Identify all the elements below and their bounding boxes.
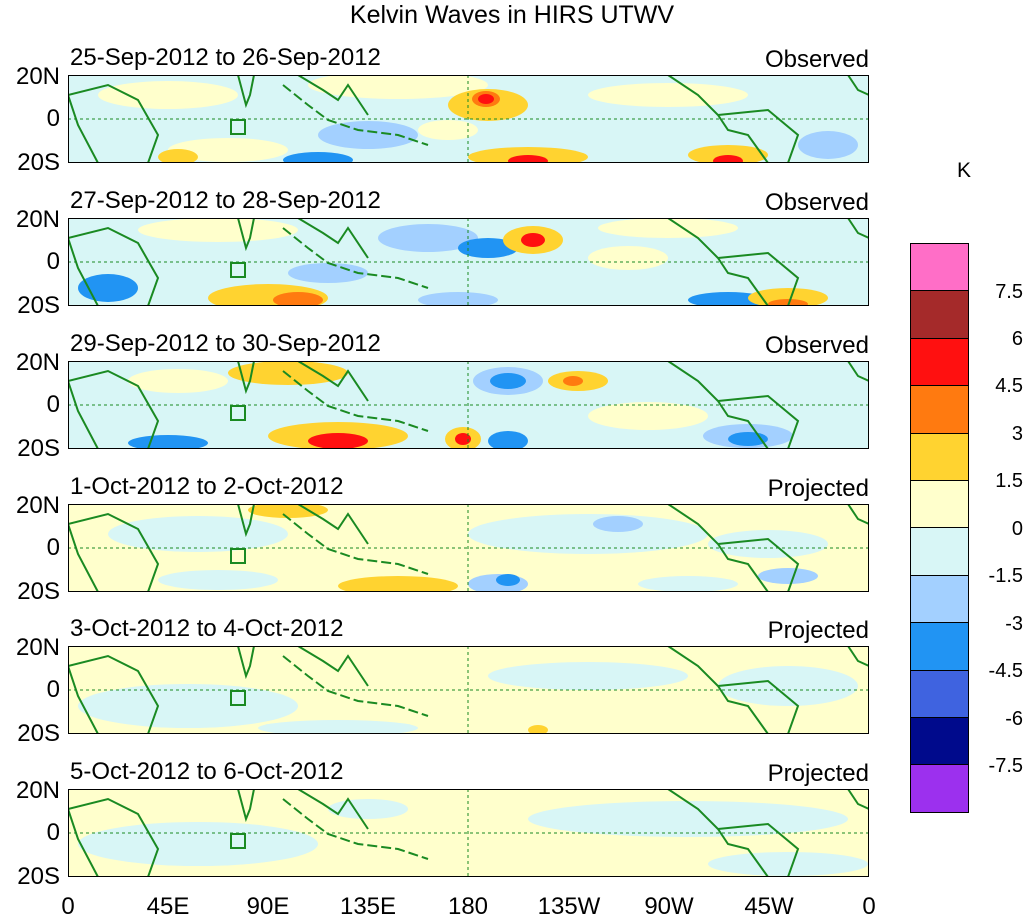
anomaly-map-2 xyxy=(68,218,869,306)
colorbar-box-4 xyxy=(910,385,969,433)
panel-6-kind: Projected xyxy=(763,760,869,788)
colorbar-box-12 xyxy=(910,764,969,813)
lat-label-20n: 20N xyxy=(15,349,60,376)
panel-3-kind: Observed xyxy=(760,332,869,360)
colorbar-box-8 xyxy=(910,574,969,623)
lat-label-0: 0 xyxy=(46,391,60,418)
anomaly-map-3 xyxy=(68,361,869,449)
panel-3-date-range: 29-Sep-2012 to 30-Sep-2012 xyxy=(70,330,381,357)
lat-label-20s: 20S xyxy=(17,720,60,747)
legend-label-6: 6 xyxy=(1011,328,1023,350)
map-panel-5: 3-Oct-2012 to 4-Oct-2012 Projected 20N 0… xyxy=(16,615,869,746)
panel-5-kind: Projected xyxy=(763,617,869,645)
colorbar-box-1 xyxy=(910,243,969,291)
colorbar-box-10 xyxy=(910,669,969,717)
lat-label-20n: 20N xyxy=(15,634,60,661)
lat-label-20n: 20N xyxy=(15,492,60,519)
legend-label-1.5: 1.5 xyxy=(995,470,1023,492)
figure-title: Kelvin Waves in HIRS UTWV xyxy=(349,1,675,29)
lon-label-0-east-edge: 0 xyxy=(862,893,876,920)
map-panel-6: 5-Oct-2012 to 6-Oct-2012 Projected 20N 0… xyxy=(16,758,869,889)
lat-label-20n: 20N xyxy=(15,63,60,90)
lat-label-20s: 20S xyxy=(17,149,60,176)
map-panel-3: 29-Sep-2012 to 30-Sep-2012 Observed 20N … xyxy=(16,330,869,461)
legend-label-neg-4.5: -4.5 xyxy=(988,660,1023,682)
legend-label-3: 3 xyxy=(1011,423,1023,445)
legend-label-4.5: 4.5 xyxy=(995,375,1023,397)
panel-6-date-range: 5-Oct-2012 to 6-Oct-2012 xyxy=(70,758,344,785)
lat-label-0: 0 xyxy=(46,676,60,703)
panel-2-kind: Observed xyxy=(760,189,869,217)
lon-label-135w: 135W xyxy=(537,893,601,920)
lon-label-135e: 135E xyxy=(339,893,397,920)
lat-label-20s: 20S xyxy=(17,292,60,319)
panel-5-date-range: 3-Oct-2012 to 4-Oct-2012 xyxy=(70,615,344,642)
legend-label-neg-1.5: -1.5 xyxy=(988,565,1023,587)
lon-label-45e: 45E xyxy=(146,893,190,920)
legend-label-7.5: 7.5 xyxy=(995,281,1023,303)
map-panel-4: 1-Oct-2012 to 2-Oct-2012 Projected 20N 0… xyxy=(16,473,869,604)
panel-1-kind: Observed xyxy=(760,46,869,74)
legend-label-neg-3: -3 xyxy=(1005,613,1023,635)
map-panel-1: 25-Sep-2012 to 26-Sep-2012 Observed 20N … xyxy=(16,44,869,175)
lat-label-20s: 20S xyxy=(17,578,60,605)
lat-label-0: 0 xyxy=(46,819,60,846)
lat-label-20s: 20S xyxy=(17,435,60,462)
anomaly-map-4 xyxy=(68,504,869,592)
legend-label-neg-6: -6 xyxy=(1005,708,1023,730)
lon-label-0: 0 xyxy=(61,893,75,920)
map-panel-2: 27-Sep-2012 to 28-Sep-2012 Observed 20N … xyxy=(16,187,869,318)
colorbar xyxy=(910,243,969,813)
lon-label-90e: 90E xyxy=(246,893,290,920)
legend-label-0: 0 xyxy=(1011,518,1023,540)
panel-4-date-range: 1-Oct-2012 to 2-Oct-2012 xyxy=(70,473,344,500)
colorbar-box-5 xyxy=(910,432,969,480)
colorbar-box-7 xyxy=(910,527,969,575)
panel-4-kind: Projected xyxy=(763,475,869,503)
colorbar-box-2 xyxy=(910,290,969,338)
lat-label-0: 0 xyxy=(46,105,60,132)
anomaly-map-5 xyxy=(68,646,869,734)
colorbar-box-3 xyxy=(910,337,969,386)
panel-1-date-range: 25-Sep-2012 to 26-Sep-2012 xyxy=(70,44,381,71)
anomaly-map-1 xyxy=(68,75,869,163)
lat-label-0: 0 xyxy=(46,534,60,561)
colorbar-box-11 xyxy=(910,716,969,765)
panel-2-date-range: 27-Sep-2012 to 28-Sep-2012 xyxy=(70,187,381,214)
colorbar-box-6 xyxy=(910,479,969,528)
legend-label-neg-7.5: -7.5 xyxy=(988,755,1023,777)
lon-label-180: 180 xyxy=(447,893,489,920)
legend-unit: K xyxy=(957,159,972,182)
lat-label-20n: 20N xyxy=(15,206,60,233)
lon-label-45w: 45W xyxy=(744,893,794,920)
colorbar-box-9 xyxy=(910,622,969,670)
lon-label-90w: 90W xyxy=(644,893,694,920)
anomaly-map-6 xyxy=(68,789,869,877)
lat-label-20n: 20N xyxy=(15,777,60,804)
lat-label-0: 0 xyxy=(46,248,60,275)
lat-label-20s: 20S xyxy=(17,863,60,890)
